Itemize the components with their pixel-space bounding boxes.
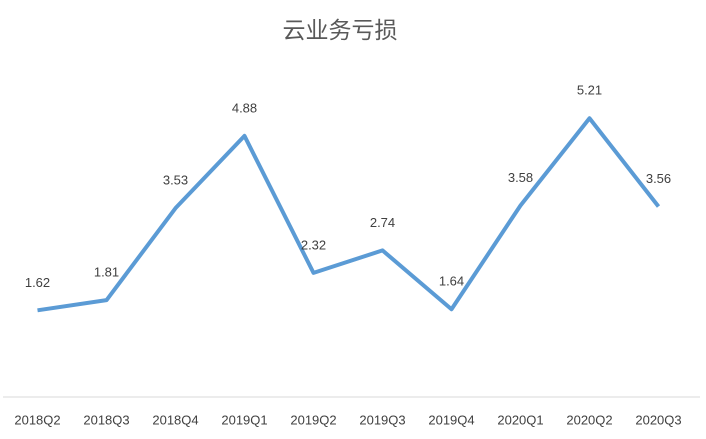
x-tick-label: 2018Q3 (83, 412, 129, 427)
x-tick-label: 2019Q2 (290, 412, 336, 427)
data-label: 1.64 (439, 274, 464, 289)
data-label: 3.56 (646, 171, 671, 186)
x-tick-label: 2020Q1 (497, 412, 543, 427)
data-label: 2.74 (370, 215, 395, 230)
data-line (37, 116, 661, 313)
data-label: 3.58 (508, 170, 533, 185)
x-tick-label: 2018Q4 (152, 412, 198, 427)
x-tick-label: 2019Q3 (359, 412, 405, 427)
x-tick-label: 2019Q1 (221, 412, 267, 427)
data-label: 3.53 (163, 173, 188, 188)
x-tick-label: 2018Q2 (14, 412, 60, 427)
x-tick-label: 2020Q2 (566, 412, 612, 427)
data-label: 4.88 (232, 100, 257, 115)
data-label: 1.62 (25, 275, 50, 290)
chart-title: 云业务亏损 (283, 17, 398, 43)
x-tick-label: 2019Q4 (428, 412, 474, 427)
data-label: 2.32 (301, 237, 326, 252)
x-tick-label: 2020Q3 (635, 412, 681, 427)
data-label: 1.81 (94, 265, 119, 280)
data-label: 5.21 (577, 83, 602, 98)
